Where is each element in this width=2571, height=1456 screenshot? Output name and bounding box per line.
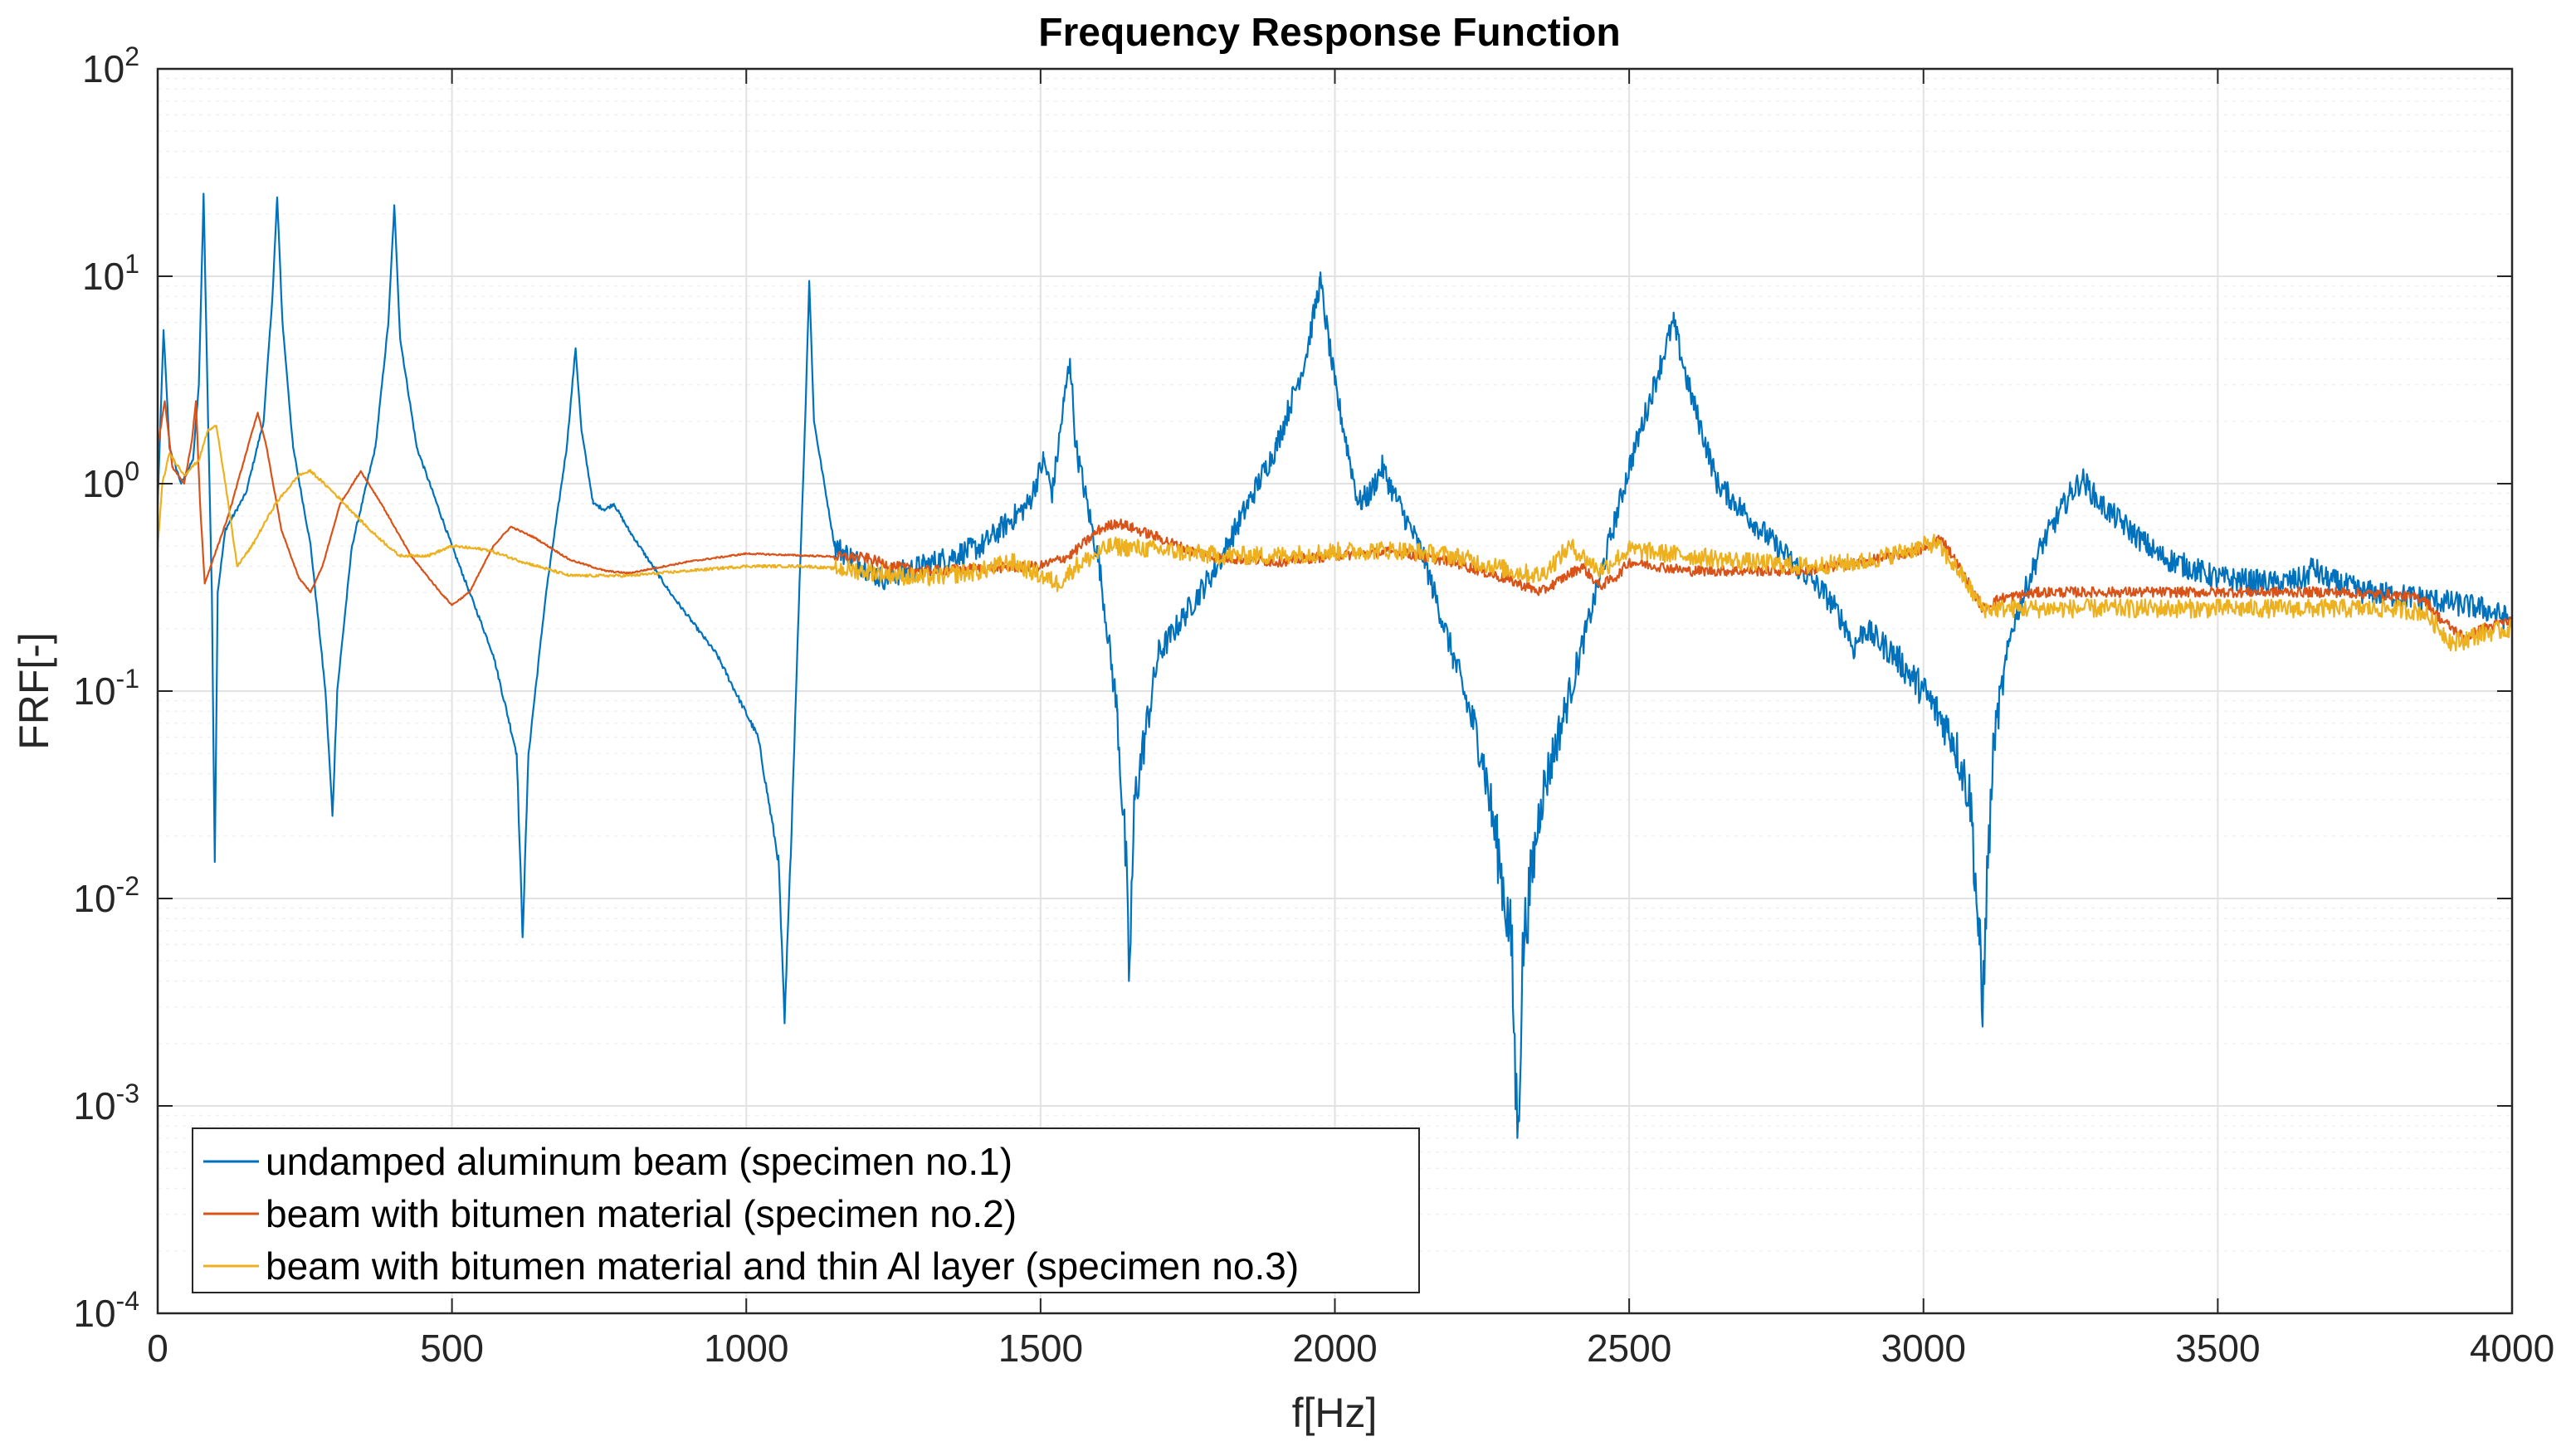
x-tick-label: 3500 [2175,1327,2260,1370]
legend-box [192,1127,1420,1293]
legend: undamped aluminum beam (specimen no.1) b… [192,1127,1420,1293]
y-tick-label: 102 [82,41,139,90]
y-tick-label: 10-3 [73,1079,139,1127]
chart-title: Frequency Response Function [1038,11,1620,55]
legend-label-bitumen-al: beam with bitumen material and thin Al l… [266,1244,1299,1288]
x-tick-label: 3000 [1881,1327,1966,1370]
tick-layer: 10-4 10-3 10-2 10-1 100 101 102 0 500 1000 1500 200… [73,41,2554,1370]
x-tick-label: 1000 [704,1327,788,1370]
y-tick-label: 10-4 [73,1286,139,1335]
x-tick-label: 0 [147,1327,168,1370]
y-tick-label: 10-2 [73,871,139,920]
x-tick-label: 1500 [998,1327,1083,1370]
grid-lines [157,68,2513,1314]
series-line-3 [156,425,2514,652]
x-tick-label: 500 [420,1327,484,1370]
x-tick-label: 2500 [1587,1327,1671,1370]
legend-label-undamped: undamped aluminum beam (specimen no.1) [266,1140,1012,1183]
x-tick-label: 4000 [2470,1327,2554,1370]
y-tick-label: 101 [82,249,139,298]
series-layer [156,192,2514,1139]
legend-label-bitumen: beam with bitumen material (specimen no.… [266,1192,1017,1235]
x-tick-label: 2000 [1292,1327,1377,1370]
y-tick-label: 100 [82,456,139,505]
x-axis-label: f[Hz] [1292,1390,1378,1436]
y-tick-label: 10-1 [73,664,139,713]
y-axis-label: FRF[-] [11,632,57,750]
series-line-1 [156,192,2514,1139]
